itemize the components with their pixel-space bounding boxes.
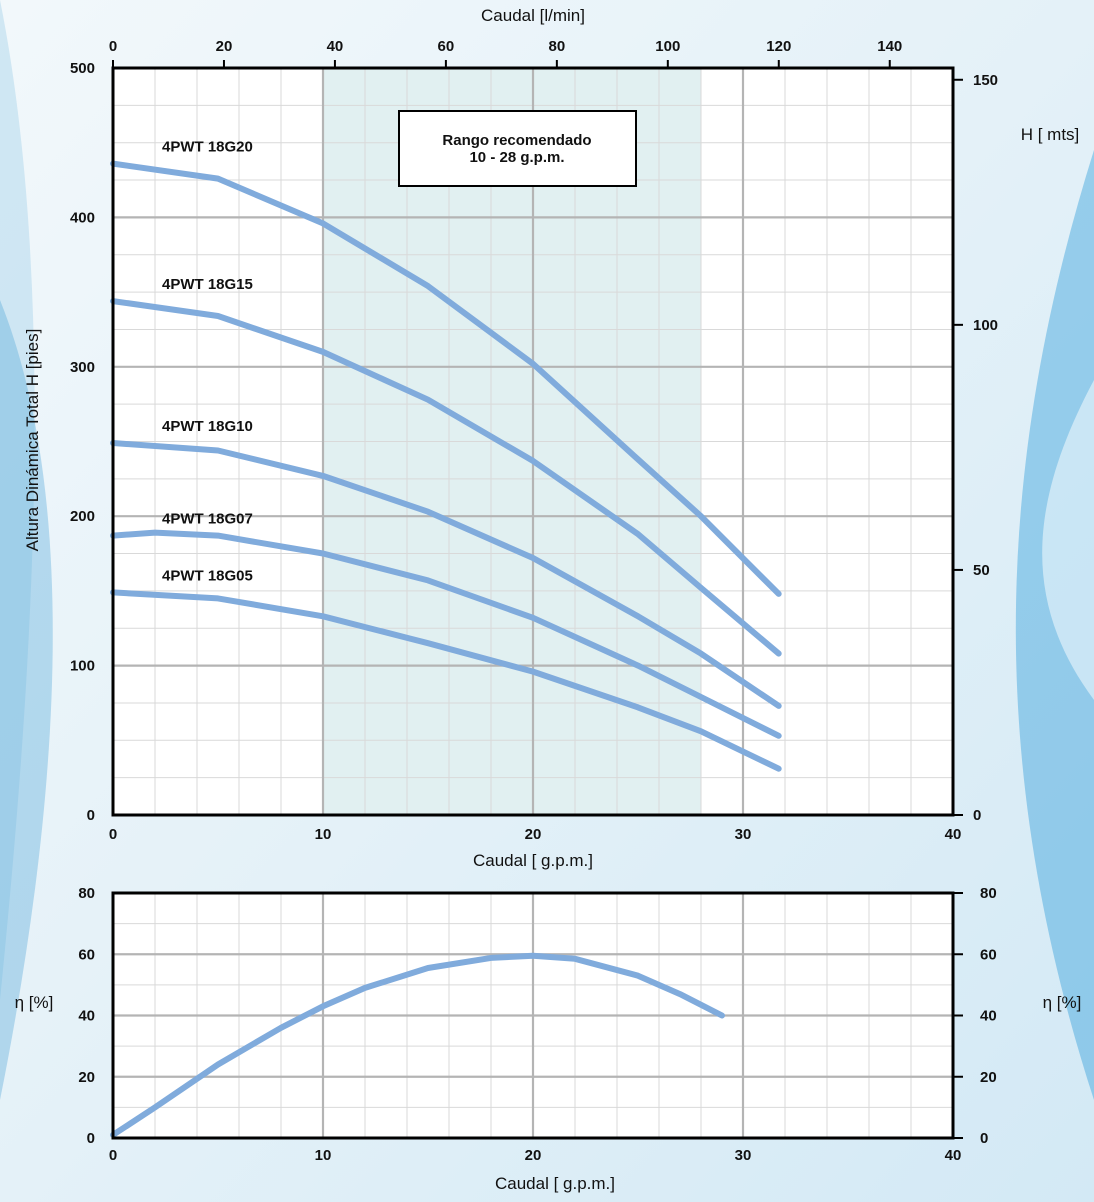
- eff-x-tick-label: 10: [315, 1147, 332, 1164]
- right-y-tick-label: 0: [973, 807, 981, 824]
- bottom-x-tick-label: 10: [315, 826, 332, 843]
- eff-x-tick-label: 30: [735, 1147, 752, 1164]
- left-y-tick-label: 400: [70, 209, 95, 226]
- head-curve-3: [110, 529, 782, 739]
- right-y-tick-label: 150: [973, 72, 998, 89]
- recommended-range-values: 10 - 28 g.p.m.: [469, 149, 564, 166]
- main-plot-frame: [111, 66, 955, 817]
- eff-right-y-tick-label: 40: [980, 1008, 997, 1025]
- eff-x-tick-label: 0: [109, 1147, 117, 1164]
- series-labels: 4PWT 18G20 4PWT 18G15 4PWT 18G10 4PWT 18G07…: [162, 139, 253, 585]
- efficiency-x-axis-title: Caudal [ g.p.m.]: [495, 1174, 615, 1193]
- eff-right-y-tick-label: 0: [980, 1130, 988, 1147]
- top-x-tick-label: 20: [216, 38, 233, 55]
- eff-left-y-tick-label: 0: [87, 1130, 95, 1147]
- series-label-1: 4PWT 18G15: [162, 276, 253, 293]
- efficiency-curve-0: [110, 952, 725, 1138]
- left-y-axis-title: Altura Dinámica Total H [pies]: [23, 329, 42, 552]
- series-label-0: 4PWT 18G20: [162, 139, 253, 156]
- top-x-tick-label: 40: [327, 38, 344, 55]
- bottom-x-tick-label: 0: [109, 826, 117, 843]
- eff-left-y-tick-label: 20: [78, 1069, 95, 1086]
- top-x-tick-label: 0: [109, 38, 117, 55]
- left-y-tick-label: 100: [70, 658, 95, 675]
- head-curve-1: [110, 298, 782, 657]
- efficiency-left-axis-title: η [%]: [15, 993, 54, 1012]
- eff-x-tick-label: 40: [945, 1147, 962, 1164]
- recommended-range-title: Rango recomendado: [442, 132, 591, 149]
- right-y-tick-label: 100: [973, 317, 998, 334]
- efficiency-curves: [110, 952, 725, 1138]
- efficiency-grid: [111, 891, 955, 1140]
- eff-right-y-tick-label: 20: [980, 1069, 997, 1086]
- top-x-tick-label: 120: [766, 38, 791, 55]
- eff-right-y-tick-label: 80: [980, 885, 997, 902]
- bottom-x-tick-label: 40: [945, 826, 962, 843]
- left-y-tick-label: 200: [70, 508, 95, 525]
- series-label-2: 4PWT 18G10: [162, 418, 253, 435]
- series-label-3: 4PWT 18G07: [162, 511, 253, 528]
- series-label-4: 4PWT 18G05: [162, 567, 253, 584]
- left-y-tick-label: 300: [70, 359, 95, 376]
- bottom-x-tick-label: 30: [735, 826, 752, 843]
- eff-left-y-tick-label: 40: [78, 1008, 95, 1025]
- head-curve-0: [110, 160, 782, 597]
- left-y-tick-label: 0: [87, 807, 95, 824]
- eff-x-tick-label: 20: [525, 1147, 542, 1164]
- eff-right-y-tick-label: 60: [980, 946, 997, 963]
- head-curve-2: [110, 440, 782, 709]
- top-x-tick-label: 60: [438, 38, 455, 55]
- head-curve-4: [110, 589, 782, 772]
- right-y-tick-label: 50: [973, 562, 990, 579]
- bottom-x-axis-title: Caudal [ g.p.m.]: [473, 851, 593, 870]
- recommended-range-box-frame: [398, 110, 637, 187]
- right-y-axis-title: H [ mts]: [1021, 125, 1080, 144]
- top-x-tick-label: 80: [549, 38, 566, 55]
- left-y-tick-label: 500: [70, 60, 95, 77]
- eff-left-y-tick-label: 80: [78, 885, 95, 902]
- top-x-tick-label: 140: [877, 38, 902, 55]
- recommended-range-box: Rango recomendado 10 - 28 g.p.m.: [398, 110, 637, 187]
- efficiency-right-axis-title: η [%]: [1043, 993, 1082, 1012]
- bottom-x-tick-label: 20: [525, 826, 542, 843]
- top-x-tick-label: 100: [655, 38, 680, 55]
- top-x-axis-title: Caudal [l/min]: [481, 6, 585, 25]
- head-curves: [110, 160, 782, 772]
- eff-left-y-tick-label: 60: [78, 946, 95, 963]
